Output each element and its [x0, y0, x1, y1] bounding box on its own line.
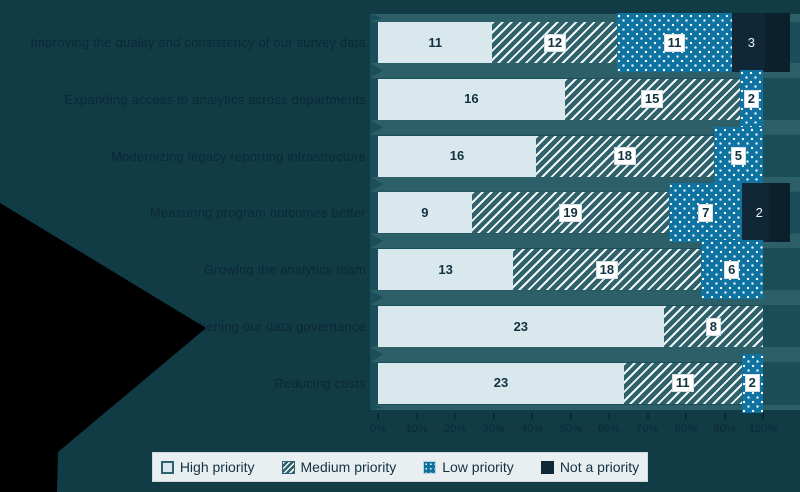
bar-segment-medium-priority[interactable]: 11 [623, 362, 742, 404]
axis-tick-label: 80% [674, 423, 698, 435]
axis-tick-label: 20% [443, 423, 467, 435]
legend-label: Low priority [442, 459, 514, 475]
segment-value: 5 [730, 147, 746, 166]
axis-tick-mark [454, 413, 456, 419]
legend: High priority Medium priority Low priority… [152, 452, 648, 482]
segment-value: 19 [559, 203, 582, 222]
segment-value: 13 [438, 261, 453, 277]
axis-tick-label: 30% [482, 423, 505, 435]
axis-tick-mark [492, 413, 495, 419]
bar-segment-not-a-priority[interactable]: 3 [731, 13, 790, 72]
row-separator [370, 290, 800, 306]
row-label: Growing the analytics team [204, 262, 366, 278]
row-label: Modernizing legacy reporting infrastruct… [111, 148, 366, 164]
axis-tick-mark [569, 413, 572, 419]
axis-tick-mark [762, 413, 764, 419]
legend-swatch-icon [281, 460, 295, 474]
segment-value: 16 [449, 148, 465, 164]
bar-segment-low-priority[interactable]: 2 [739, 69, 763, 129]
axis-tick-mark [415, 413, 418, 419]
legend-item-not-a-priority[interactable]: Not a priority [540, 459, 640, 475]
segment-value: 11 [663, 33, 686, 52]
segment-value: 3 [747, 34, 755, 50]
bar-segment-high-priority[interactable]: 23 [378, 362, 624, 404]
axis-tick-label: 90% [713, 423, 736, 435]
black-chevron-shape [0, 203, 206, 492]
row-separator [370, 14, 800, 22]
row-label: Expanding access to analytics across dep… [64, 91, 366, 107]
bar-segment-low-priority[interactable]: 2 [741, 353, 763, 413]
axis-tick-label: 50% [559, 423, 582, 435]
bar-segment-high-priority[interactable]: 11 [378, 22, 493, 63]
axis-tick-label: 10% [405, 423, 428, 435]
bar-segment-medium-priority[interactable]: 12 [492, 22, 618, 63]
axis-tick-label: 0% [370, 423, 386, 435]
decorative-black-arrow [0, 203, 206, 492]
bar-segment-low-priority[interactable]: 6 [700, 240, 763, 300]
bar-segment-medium-priority[interactable]: 18 [513, 249, 701, 291]
segment-value: 11 [671, 374, 694, 393]
legend-swatch-icon [540, 460, 554, 474]
axis-tick-mark [608, 413, 610, 419]
segment-value: 12 [543, 33, 567, 52]
segment-value: 11 [428, 34, 443, 50]
bar-segment-medium-priority[interactable]: 15 [564, 78, 740, 120]
legend-item-low-priority[interactable]: Low priority [423, 459, 514, 475]
row-separator [370, 119, 800, 135]
axis-tick-mark [723, 413, 726, 419]
axis-tick-label: 40% [520, 423, 544, 435]
bar-segment-high-priority[interactable]: 9 [378, 192, 472, 234]
axis-tick-mark [377, 413, 379, 419]
bar-segment-low-priority[interactable]: 5 [713, 126, 763, 186]
axis-tick-label: 60% [597, 423, 621, 435]
bar-segment-high-priority[interactable]: 23 [378, 306, 664, 347]
segment-value: 16 [464, 91, 479, 107]
bar-segment-medium-priority[interactable]: 8 [663, 306, 763, 347]
segment-value: 18 [613, 147, 637, 166]
legend-item-medium-priority[interactable]: Medium priority [281, 459, 397, 475]
legend-swatch-icon [160, 460, 174, 474]
legend-label: Medium priority [300, 459, 397, 475]
row-label: Reducing costs [274, 375, 366, 391]
legend-item-high-priority[interactable]: High priority [160, 459, 255, 475]
axis-tick-label: 100% [748, 423, 778, 435]
bar-segment-medium-priority[interactable]: 19 [471, 192, 670, 234]
axis-tick-mark [685, 413, 687, 419]
legend-label: Not a priority [559, 459, 640, 475]
axis-tick-mark [531, 413, 533, 419]
axis-tick-mark [646, 413, 649, 419]
segment-value: 2 [755, 204, 763, 220]
legend-label: High priority [179, 459, 255, 475]
segment-value: 23 [513, 318, 529, 334]
row-separator [370, 347, 800, 362]
segment-value: 18 [595, 260, 619, 279]
segment-value: 2 [744, 374, 760, 393]
segment-value: 23 [493, 375, 509, 391]
bar-segment-low-priority[interactable]: 7 [669, 183, 743, 243]
bar-segment-high-priority[interactable]: 16 [378, 135, 536, 177]
axis-tick-label: 70% [636, 423, 659, 435]
row-label: Strengthening our data governance [155, 319, 366, 334]
segment-value: 15 [640, 90, 664, 109]
row-label: Measuring program outcomes better [149, 205, 366, 221]
bar-segment-medium-priority[interactable]: 18 [535, 135, 714, 177]
segment-value: 6 [724, 260, 740, 279]
row-separator [370, 404, 800, 411]
bar-segment-high-priority[interactable]: 13 [378, 249, 514, 291]
segment-value: 9 [421, 204, 429, 220]
row-label: Improving the quality and consistency of… [30, 35, 366, 50]
legend-swatch-icon [423, 460, 437, 474]
segment-value: 2 [743, 90, 759, 109]
bar-segment-not-a-priority[interactable]: 2 [742, 183, 790, 243]
bar-segment-high-priority[interactable]: 16 [378, 78, 565, 120]
segment-value: 7 [698, 203, 714, 222]
bar-segment-low-priority[interactable]: 11 [617, 13, 732, 72]
segment-value: 8 [705, 317, 721, 336]
